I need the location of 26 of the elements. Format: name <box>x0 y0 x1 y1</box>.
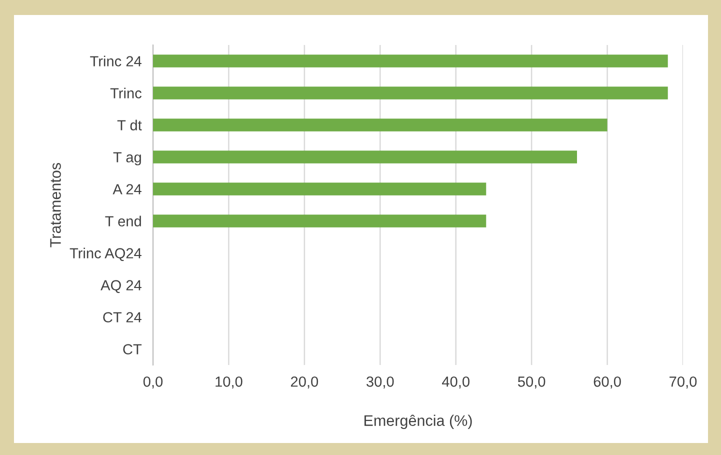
x-axis-title: Emergência (%) <box>364 414 472 429</box>
x-tick-label: 30,0 <box>366 376 394 389</box>
y-tick-label: T end <box>105 216 141 226</box>
x-tick-label: 0,0 <box>143 376 163 389</box>
bar <box>153 214 486 228</box>
bar <box>153 118 608 132</box>
y-axis-title: Tratamentos <box>50 162 61 248</box>
bar <box>153 54 668 68</box>
y-tick-label: AQ 24 <box>100 280 142 294</box>
y-tick-label: A 24 <box>112 184 142 194</box>
y-tick-label: Trinc <box>110 88 142 98</box>
y-tick-label: Trinc AQ24 <box>70 248 142 262</box>
bar <box>153 182 486 196</box>
y-tick-label: CT 24 <box>103 312 142 322</box>
x-tick-label: 40,0 <box>442 376 470 389</box>
y-tick-label: CT <box>123 344 142 354</box>
x-tick-label: 60,0 <box>594 376 621 389</box>
bar <box>153 86 668 100</box>
y-tick-label: Trinc 24 <box>90 56 142 66</box>
x-tick-label: 50,0 <box>518 376 546 389</box>
x-tick-label: 20,0 <box>290 376 318 389</box>
y-tick-label: T ag <box>113 152 141 166</box>
x-tick-label: 10,0 <box>216 376 242 389</box>
y-tick-label: T dt <box>117 120 142 130</box>
x-tick-label: 70,0 <box>670 376 697 389</box>
bar <box>153 150 577 164</box>
